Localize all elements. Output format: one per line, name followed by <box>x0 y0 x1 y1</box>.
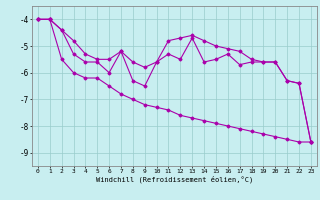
X-axis label: Windchill (Refroidissement éolien,°C): Windchill (Refroidissement éolien,°C) <box>96 176 253 183</box>
